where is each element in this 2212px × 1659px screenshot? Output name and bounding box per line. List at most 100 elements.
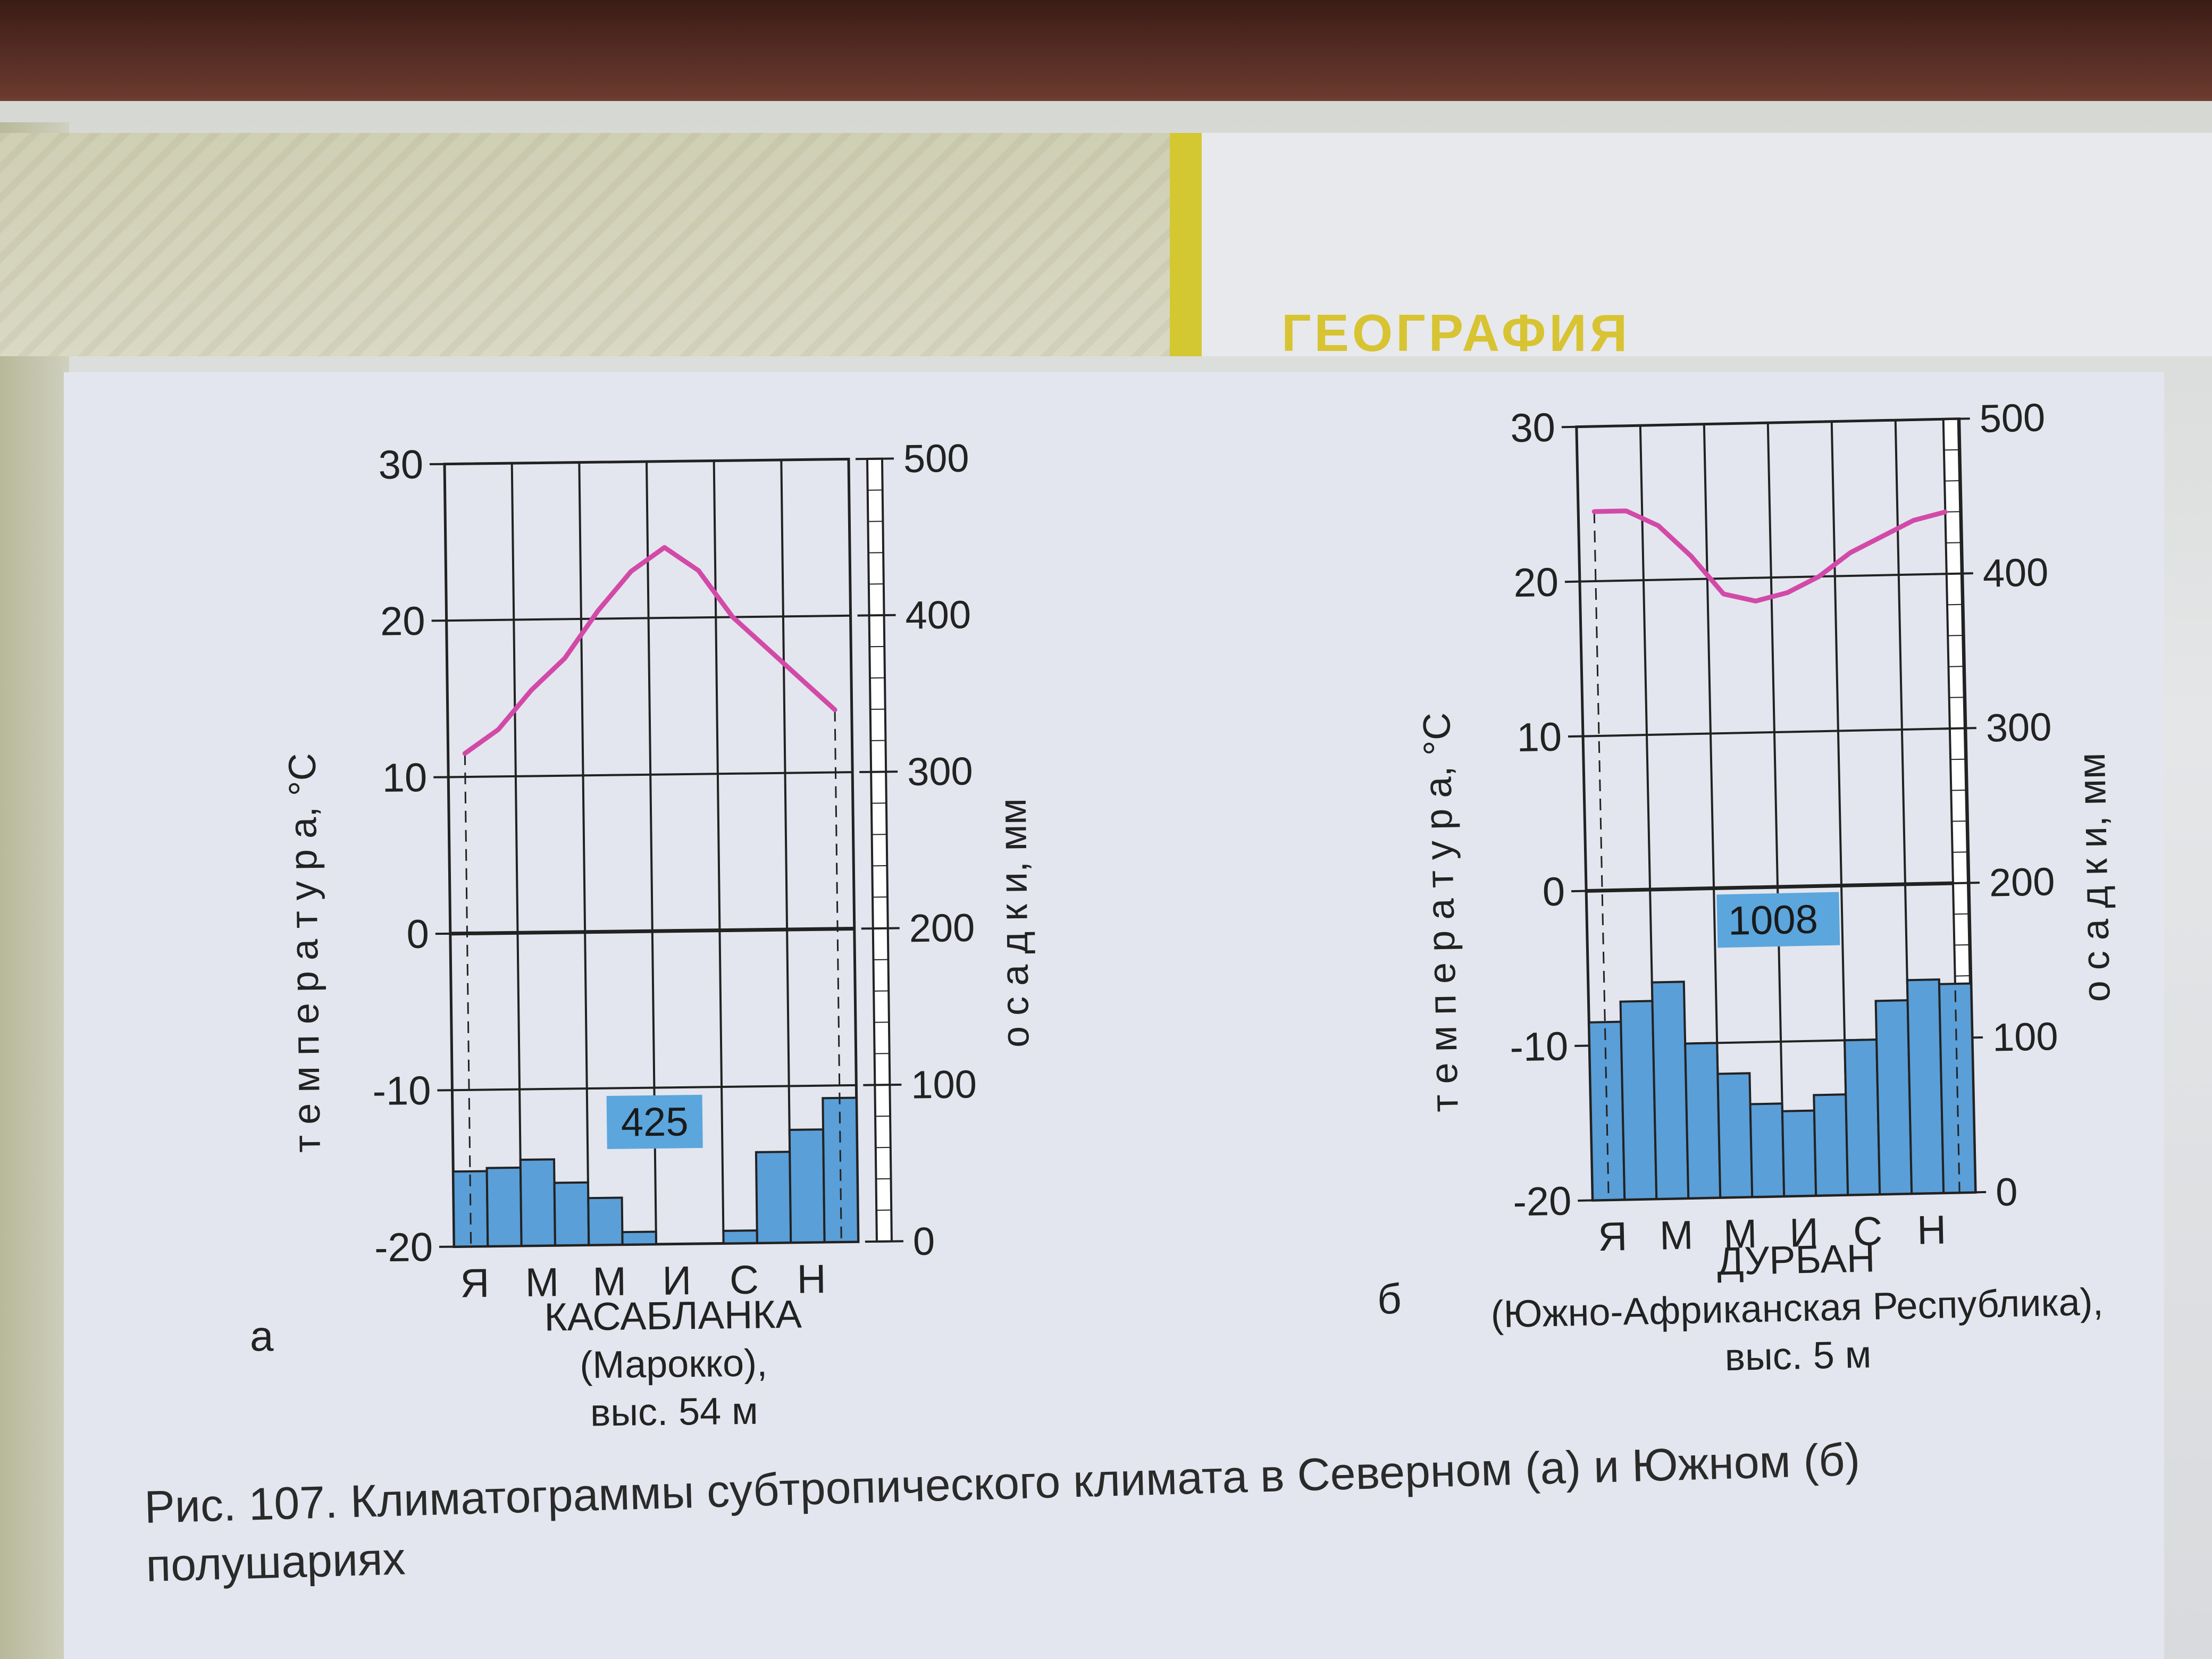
station-name: ДУРБАН bbox=[1716, 1236, 1875, 1283]
precip-bar bbox=[1716, 1072, 1754, 1199]
precip-tick bbox=[1938, 727, 1976, 730]
temp-gridline bbox=[452, 1084, 857, 1092]
month-gridline bbox=[780, 459, 792, 1243]
total-precip-label: 425 bbox=[621, 1099, 689, 1145]
decorative-map-band bbox=[0, 133, 1186, 356]
temp-tick-label: 10 bbox=[382, 755, 428, 801]
panel-letter: а bbox=[250, 1312, 274, 1360]
temp-tick-label: 10 bbox=[1516, 714, 1562, 760]
precip-bar bbox=[1906, 978, 1945, 1195]
total-precip-box bbox=[1716, 892, 1840, 948]
temp-gridline bbox=[1579, 572, 1963, 583]
precip-tick-label: 0 bbox=[1995, 1170, 2018, 1214]
temp-tick bbox=[1574, 1044, 1590, 1048]
total-precip-box bbox=[606, 1094, 703, 1150]
precip-tick bbox=[1948, 634, 1963, 636]
month-label: С bbox=[1853, 1209, 1883, 1254]
station-name: КАСАБЛАНКА bbox=[544, 1292, 802, 1339]
temperature-line bbox=[462, 545, 837, 756]
precipitation-axis-title: о с а д к и, мм bbox=[2071, 752, 2118, 1002]
precip-tick bbox=[1941, 882, 1980, 885]
total-precip-label: 1008 bbox=[1728, 896, 1819, 944]
precip-tick-label: 500 bbox=[1979, 395, 2046, 441]
station-country: (Южно-Африканская Республика), bbox=[1490, 1280, 2104, 1336]
precip-bar bbox=[621, 1230, 658, 1246]
temp-gridline bbox=[450, 927, 854, 936]
temp-gridline bbox=[1582, 727, 1966, 738]
precip-tick-label: 500 bbox=[903, 436, 969, 481]
header-band bbox=[1202, 133, 2212, 356]
precip-tick bbox=[861, 927, 900, 930]
precip-tick bbox=[1951, 820, 1967, 822]
panel-letter: б bbox=[1377, 1275, 1402, 1322]
precip-bar bbox=[1619, 1000, 1658, 1201]
precip-tick-label: 400 bbox=[905, 592, 971, 638]
precip-tick bbox=[1949, 697, 1964, 698]
month-gridline bbox=[578, 462, 590, 1245]
temp-tick-label: 0 bbox=[1542, 869, 1565, 915]
left-page-edge bbox=[0, 122, 69, 1659]
temp-tick bbox=[1561, 425, 1577, 429]
temperature-axis-title: т е м п е р а т у р а, °С bbox=[281, 753, 329, 1153]
month-label: М bbox=[525, 1260, 559, 1305]
yellow-header-bar bbox=[1170, 133, 1202, 356]
temp-gridline bbox=[1586, 881, 1970, 893]
month-label: Я bbox=[460, 1261, 490, 1306]
month-label: И bbox=[662, 1258, 692, 1304]
temp-tick-label: -10 bbox=[1510, 1024, 1569, 1070]
temp-tick-label: 30 bbox=[1510, 405, 1555, 451]
precip-bar bbox=[1749, 1102, 1786, 1199]
station-country: (Марокко), bbox=[580, 1342, 768, 1386]
precip-tick bbox=[857, 614, 896, 617]
month-gridline bbox=[1766, 423, 1786, 1196]
temp-tick bbox=[1568, 735, 1583, 738]
station-elevation: выс. 54 м bbox=[590, 1390, 759, 1435]
precip-bar bbox=[1650, 981, 1690, 1200]
precip-tick bbox=[855, 457, 894, 460]
precip-tick bbox=[1931, 417, 1970, 421]
precip-tick-label: 300 bbox=[1985, 705, 2052, 750]
precip-tick-label: 300 bbox=[907, 749, 973, 794]
precip-tick bbox=[1950, 758, 1966, 760]
precip-tick bbox=[1954, 913, 1969, 915]
temperature-axis-title: т е м п е р а т у р а, °С bbox=[1415, 712, 1467, 1112]
precip-tick-label: 100 bbox=[911, 1062, 977, 1107]
temp-gridline bbox=[446, 614, 851, 622]
page-header-title: ГЕОГРАФИЯ bbox=[1281, 304, 1631, 362]
month-label: Н bbox=[797, 1256, 826, 1302]
precip-bar bbox=[1844, 1038, 1881, 1196]
precip-tick bbox=[865, 1240, 903, 1243]
content-panel bbox=[64, 372, 2164, 1659]
temp-tick-label: 20 bbox=[380, 599, 426, 644]
precip-tick bbox=[1934, 572, 1973, 575]
december-dashed-line bbox=[834, 709, 842, 1242]
month-label: М bbox=[1723, 1211, 1757, 1257]
month-label: М bbox=[592, 1259, 626, 1305]
temp-tick-label: 20 bbox=[1513, 559, 1559, 606]
month-label: Я bbox=[1597, 1214, 1628, 1260]
precip-tick-label: 0 bbox=[912, 1219, 935, 1263]
temp-tick bbox=[1578, 1199, 1593, 1202]
temp-tick-label: 30 bbox=[378, 442, 424, 488]
month-gridline bbox=[510, 463, 523, 1246]
temp-tick-label: -10 bbox=[372, 1068, 431, 1114]
precip-bar bbox=[1874, 999, 1913, 1196]
precip-tick bbox=[1951, 789, 1966, 791]
temp-tick-label: -20 bbox=[374, 1225, 433, 1270]
precip-tick-label: 200 bbox=[1989, 859, 2055, 905]
precip-bar bbox=[1781, 1109, 1817, 1197]
month-label: М bbox=[1659, 1212, 1694, 1258]
temp-gridline bbox=[448, 771, 853, 778]
month-label: И bbox=[1789, 1210, 1819, 1256]
temp-tick-label: 0 bbox=[406, 911, 429, 957]
month-label: С bbox=[730, 1258, 759, 1303]
precip-bar bbox=[1813, 1093, 1849, 1197]
temp-tick bbox=[1571, 890, 1587, 893]
precip-bar bbox=[587, 1196, 624, 1246]
precip-tick-label: 200 bbox=[909, 906, 975, 951]
temperature-line bbox=[1591, 508, 1948, 604]
